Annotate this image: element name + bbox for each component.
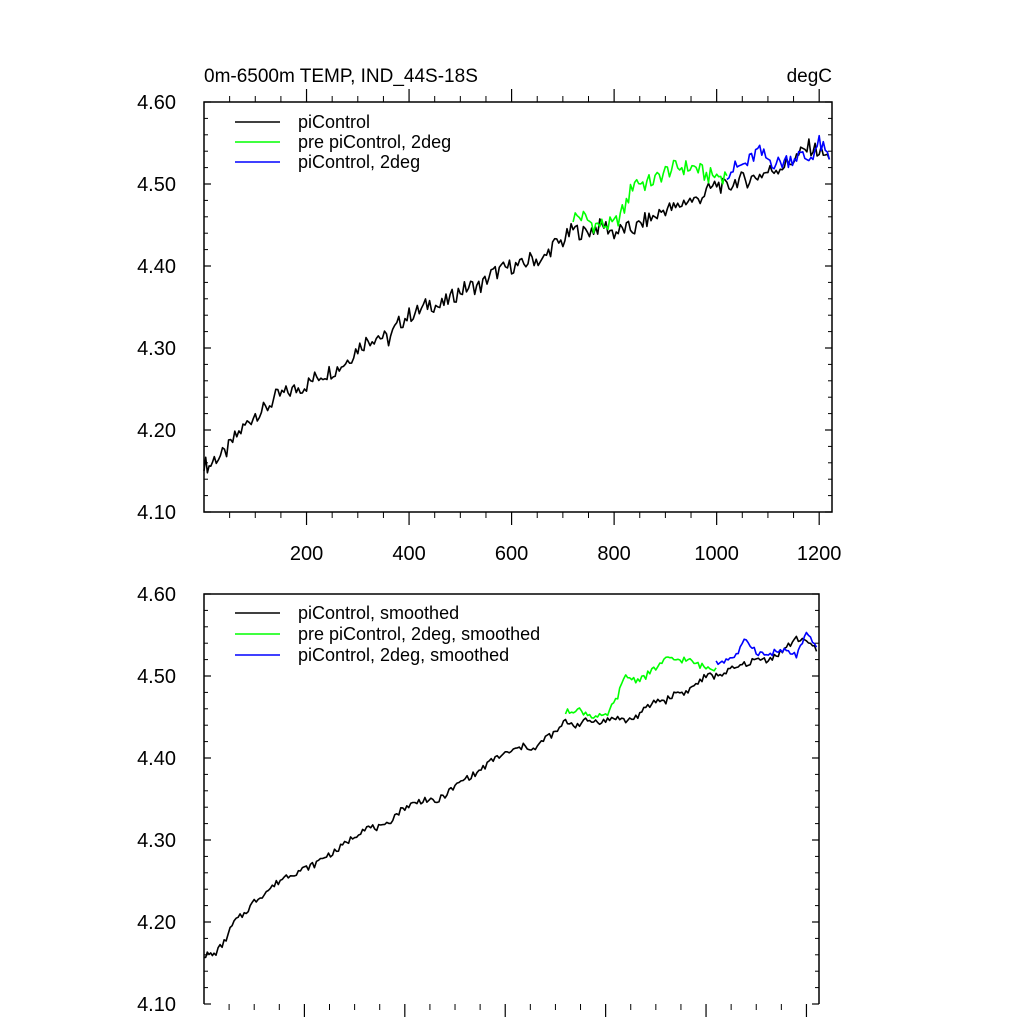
- top-panel-lines: [203, 134, 831, 474]
- legend-label-picontrol-smoothed: piControl, smoothed: [298, 603, 459, 623]
- series-line-picontrol-2deg: [726, 134, 831, 181]
- x-tick-label: 400: [392, 543, 425, 565]
- x-tick-label: 800: [597, 543, 630, 565]
- x-tick-label: 1200: [797, 543, 842, 565]
- series-line-pre-picontrol-2deg: [572, 159, 728, 234]
- top-panel: 0m-6500m TEMP, IND_44S-18S degC 4.10 4.20…: [137, 66, 841, 565]
- legend-label-picontrol: piControl: [298, 112, 370, 132]
- y-tick-label: 4.40: [137, 748, 176, 770]
- bottom-panel-lines: [203, 631, 818, 959]
- y-tick-label: 4.20: [137, 912, 176, 934]
- legend-label-pre-picontrol-2deg: pre piControl, 2deg: [298, 132, 451, 152]
- y-tick-label: 4.40: [137, 256, 176, 278]
- top-panel-frame: [203, 101, 833, 513]
- legend-label-picontrol-2deg: piControl, 2deg: [298, 152, 420, 172]
- x-tick-label: 600: [495, 543, 528, 565]
- bottom-panel-legend: piControl, smoothed pre piControl, 2deg,…: [235, 603, 540, 665]
- legend-label-pre-picontrol-2deg-smoothed: pre piControl, 2deg, smoothed: [298, 624, 540, 644]
- series-line-picontrol-smoothed: [203, 635, 818, 959]
- y-tick-label: 4.60: [137, 92, 176, 114]
- legend-label-picontrol-2deg-smoothed: piControl, 2deg, smoothed: [298, 645, 509, 665]
- chart-title: 0m-6500m TEMP, IND_44S-18S: [204, 66, 478, 87]
- y-tick-label: 4.10: [137, 502, 176, 524]
- series-line-picontrol: [203, 138, 831, 474]
- series-line-picontrol-2deg-smoothed: [715, 631, 818, 666]
- y-tick-label: 4.20: [137, 420, 176, 442]
- units-label: degC: [787, 66, 832, 87]
- x-tick-label: 1000: [694, 543, 739, 565]
- series-line-pre-picontrol-2deg-smoothed: [564, 656, 717, 719]
- x-tick-label: 200: [290, 543, 323, 565]
- y-tick-label: 4.60: [137, 584, 176, 606]
- y-tick-label: 4.50: [137, 174, 176, 196]
- y-tick-label: 4.30: [137, 338, 176, 360]
- bottom-panel-ticks: 4.10 4.20 4.30 4.40 4.50 4.60: [137, 584, 819, 1017]
- bottom-panel: 4.10 4.20 4.30 4.40 4.50 4.60 piControl, smoo…: [137, 584, 820, 1017]
- y-tick-label: 4.10: [137, 994, 176, 1016]
- top-panel-ticks: 4.10 4.20 4.30 4.40 4.50 4.60 200 400 600 800 1000…: [137, 89, 841, 565]
- top-panel-legend: piControl pre piControl, 2deg piControl,…: [235, 112, 451, 172]
- y-tick-label: 4.50: [137, 666, 176, 688]
- y-tick-label: 4.30: [137, 830, 176, 852]
- bottom-panel-frame: [203, 593, 820, 1004]
